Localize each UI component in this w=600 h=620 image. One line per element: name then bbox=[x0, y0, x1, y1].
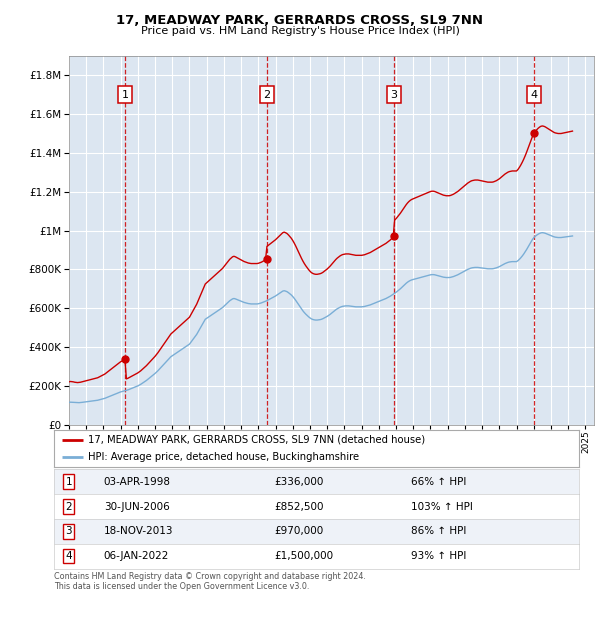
Text: 18-NOV-2013: 18-NOV-2013 bbox=[104, 526, 173, 536]
Text: HPI: Average price, detached house, Buckinghamshire: HPI: Average price, detached house, Buck… bbox=[88, 452, 359, 462]
Text: 103% ↑ HPI: 103% ↑ HPI bbox=[411, 502, 473, 512]
Text: 66% ↑ HPI: 66% ↑ HPI bbox=[411, 477, 466, 487]
Text: 2: 2 bbox=[263, 89, 271, 100]
Text: 4: 4 bbox=[530, 89, 538, 100]
Text: 1: 1 bbox=[121, 89, 128, 100]
Text: £970,000: £970,000 bbox=[275, 526, 324, 536]
Text: 30-JUN-2006: 30-JUN-2006 bbox=[104, 502, 170, 512]
Text: £1,500,000: £1,500,000 bbox=[275, 551, 334, 561]
Text: 4: 4 bbox=[65, 551, 72, 561]
Text: 17, MEADWAY PARK, GERRARDS CROSS, SL9 7NN: 17, MEADWAY PARK, GERRARDS CROSS, SL9 7N… bbox=[116, 14, 484, 27]
Text: 86% ↑ HPI: 86% ↑ HPI bbox=[411, 526, 466, 536]
Text: 2: 2 bbox=[65, 502, 72, 512]
Text: 06-JAN-2022: 06-JAN-2022 bbox=[104, 551, 169, 561]
Text: Price paid vs. HM Land Registry's House Price Index (HPI): Price paid vs. HM Land Registry's House … bbox=[140, 26, 460, 36]
Text: 93% ↑ HPI: 93% ↑ HPI bbox=[411, 551, 466, 561]
Text: 03-APR-1998: 03-APR-1998 bbox=[104, 477, 171, 487]
Text: £336,000: £336,000 bbox=[275, 477, 324, 487]
Text: 1: 1 bbox=[65, 477, 72, 487]
Text: Contains HM Land Registry data © Crown copyright and database right 2024.
This d: Contains HM Land Registry data © Crown c… bbox=[54, 572, 366, 591]
Text: 17, MEADWAY PARK, GERRARDS CROSS, SL9 7NN (detached house): 17, MEADWAY PARK, GERRARDS CROSS, SL9 7N… bbox=[88, 435, 425, 445]
Text: 3: 3 bbox=[65, 526, 72, 536]
Text: 3: 3 bbox=[391, 89, 398, 100]
Text: £852,500: £852,500 bbox=[275, 502, 324, 512]
